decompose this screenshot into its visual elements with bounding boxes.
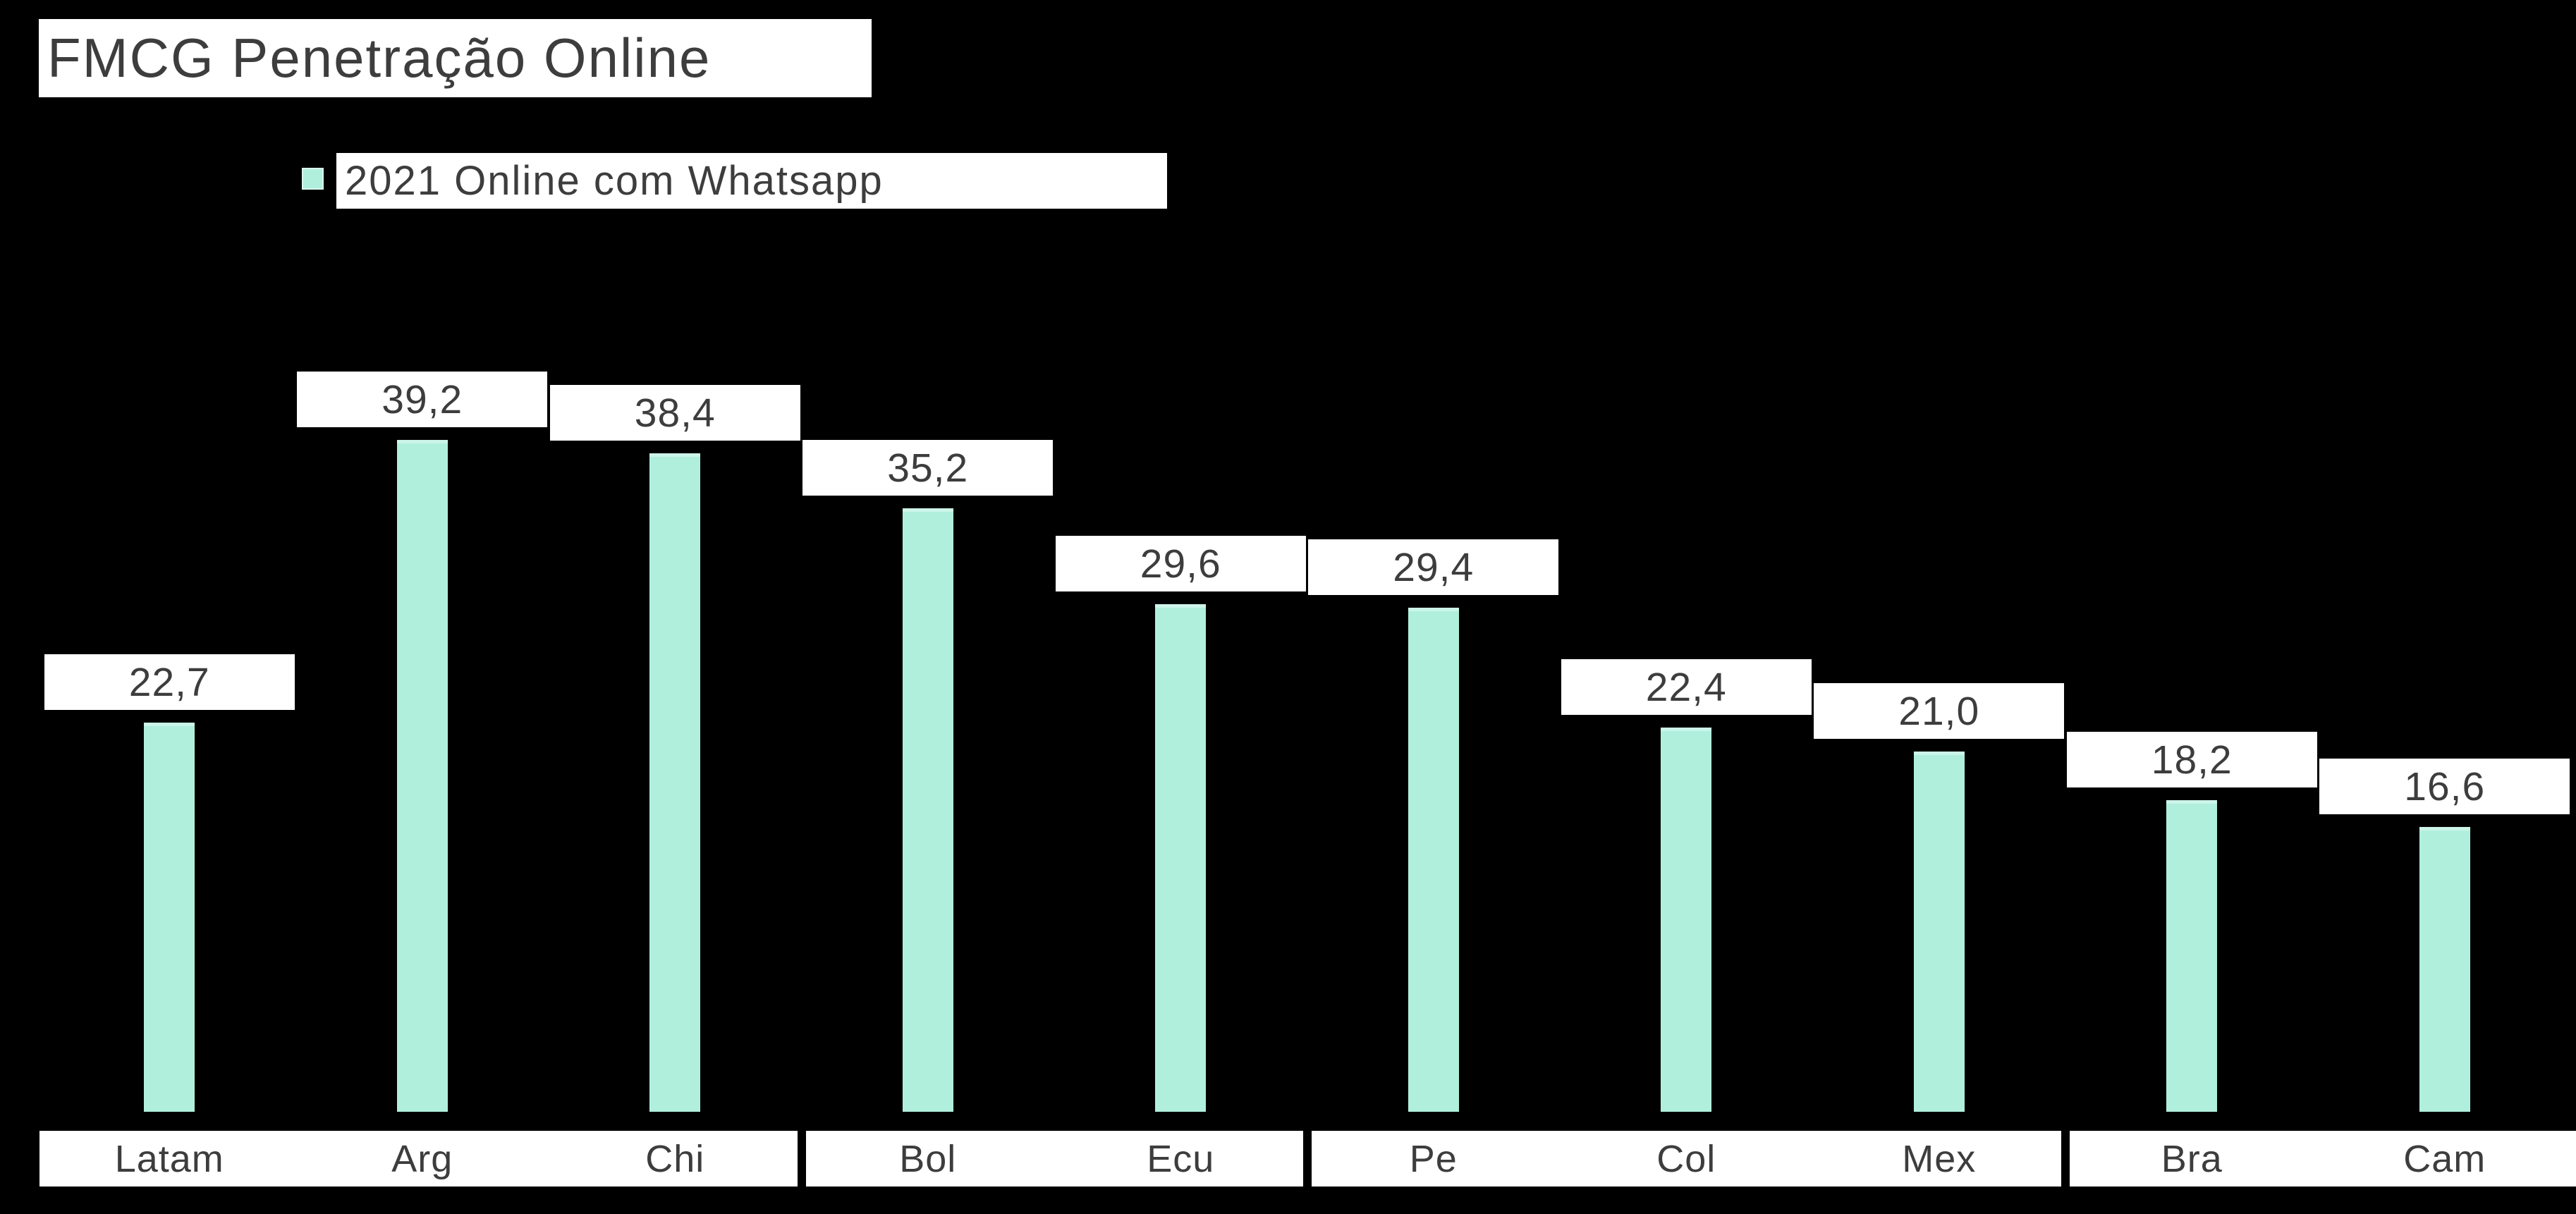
value-label-ecu: 29,6 bbox=[1055, 536, 1306, 591]
value-label-col: 22,4 bbox=[1561, 659, 1812, 715]
axis-label-cam: Cam bbox=[2403, 1137, 2486, 1180]
x-axis-strip-3 bbox=[1311, 1131, 2061, 1187]
legend-label: 2021 Online com Whatsapp bbox=[345, 158, 884, 204]
axis-label-bol: Bol bbox=[899, 1137, 957, 1180]
axis-label-ecu: Ecu bbox=[1147, 1137, 1215, 1180]
bar-arg bbox=[396, 440, 448, 1112]
chart-title-box: FMCG Penetração Online bbox=[39, 19, 872, 97]
bar-latam bbox=[144, 723, 195, 1112]
value-label-arg: 39,2 bbox=[297, 372, 548, 427]
bar-cam bbox=[2419, 827, 2470, 1112]
value-label-mex: 21,0 bbox=[1814, 683, 2065, 739]
bar-ecu bbox=[1155, 604, 1207, 1112]
value-label-cam: 16,6 bbox=[2319, 759, 2570, 814]
value-label-pe: 29,4 bbox=[1308, 539, 1559, 595]
axis-label-chi: Chi bbox=[645, 1137, 705, 1180]
chart-title: FMCG Penetração Online bbox=[47, 27, 712, 89]
value-label-chi: 38,4 bbox=[549, 385, 800, 441]
bar-col bbox=[1661, 728, 1712, 1112]
axis-label-arg: Arg bbox=[391, 1137, 453, 1180]
axis-label-pe: Pe bbox=[1409, 1137, 1458, 1180]
bar-pe bbox=[1408, 608, 1459, 1112]
legend-marker-icon bbox=[302, 168, 324, 190]
bar-bol bbox=[902, 508, 953, 1112]
x-axis-strip-1 bbox=[39, 1131, 798, 1187]
value-label-latam: 22,7 bbox=[44, 654, 295, 710]
x-axis-strip-2 bbox=[805, 1131, 1303, 1187]
bar-chi bbox=[649, 453, 701, 1112]
x-axis-strip-4 bbox=[2070, 1131, 2576, 1187]
value-label-bra: 18,2 bbox=[2066, 732, 2317, 787]
axis-label-mex: Mex bbox=[1902, 1137, 1977, 1180]
axis-label-col: Col bbox=[1656, 1137, 1716, 1180]
bar-bra bbox=[2166, 800, 2218, 1112]
bar-mex bbox=[1913, 752, 1965, 1112]
axis-label-latam: Latam bbox=[114, 1137, 224, 1180]
value-label-bol: 35,2 bbox=[802, 440, 1054, 496]
axis-label-bra: Bra bbox=[2161, 1137, 2223, 1180]
legend-label-box: 2021 Online com Whatsapp bbox=[336, 153, 1167, 209]
